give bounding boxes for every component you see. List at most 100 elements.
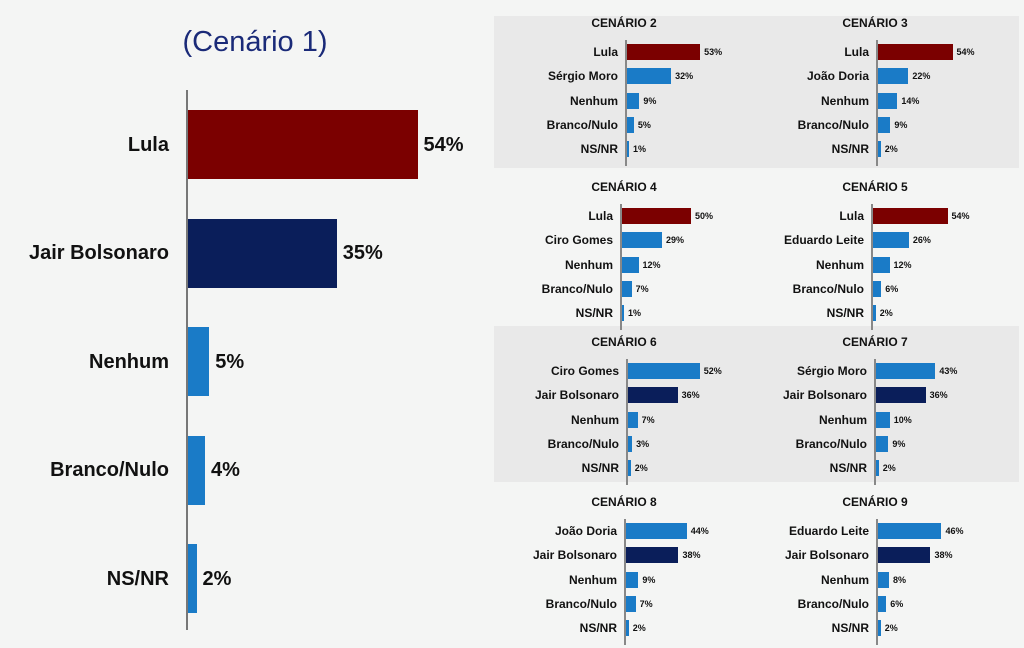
main-bar: [188, 110, 418, 179]
scenario-bar: [878, 44, 953, 60]
scenario-value-label: 38%: [934, 550, 953, 561]
scenario-value-label: 6%: [885, 283, 899, 294]
scenario-value-label: 6%: [890, 598, 904, 609]
scenario-value-label: 1%: [628, 308, 642, 319]
scenario-title: CENÁRIO 8: [591, 495, 657, 509]
scenario-category-label: Nenhum: [570, 93, 618, 108]
scenario-bar: [873, 256, 890, 273]
scenario-category-label: NS/NR: [579, 621, 617, 636]
scenario-value-label: 1%: [633, 144, 647, 155]
scenario-panel: CENÁRIO 7 Sérgio Moro 43% Jair Bolsonaro 36%…: [745, 335, 1005, 485]
scenario-value-label: 9%: [643, 95, 657, 106]
scenario-axis-line: [626, 359, 628, 485]
scenario-bar: [876, 387, 926, 404]
scenario-category-label: Branco/Nulo: [541, 281, 613, 296]
scenario-value-label: 2%: [634, 463, 648, 474]
scenario-bar: [878, 141, 881, 158]
scenario-bar: [622, 256, 639, 273]
scenario-category-label: Nenhum: [821, 572, 869, 587]
scenario-bar: [622, 232, 663, 249]
scenario-value-label: 46%: [945, 526, 964, 536]
scenario-bar: [622, 305, 624, 322]
scenario-category-label: Nenhum: [565, 257, 613, 272]
scenario-axis-line: [625, 40, 627, 166]
scenario-category-label: Branco/Nulo: [797, 596, 869, 611]
scenario-category-label: Lula: [844, 45, 869, 59]
scenario-category-label: Sérgio Moro: [547, 69, 618, 84]
scenario-value-label: 52%: [703, 366, 722, 376]
main-value-label: 2%: [202, 567, 232, 590]
scenario-category-label: Branco/Nulo: [545, 596, 617, 611]
scenario-category-label: NS/NR: [826, 306, 864, 321]
scenario-value-label: 50%: [695, 211, 714, 221]
scenario-value-label: 8%: [893, 574, 907, 585]
scenario-value-label: 7%: [641, 414, 655, 425]
scenario-value-label: 3%: [636, 438, 650, 449]
main-value-label: 4%: [211, 459, 240, 481]
scenario-value-label: 7%: [639, 598, 653, 609]
scenario-category-label: Lula: [593, 45, 618, 59]
scenario-value-label: 53%: [704, 47, 723, 57]
scenario-bar: [628, 411, 638, 428]
scenario-value-label: 29%: [666, 235, 685, 246]
scenario-value-label: 43%: [939, 366, 958, 376]
main-category-label: Jair Bolsonaro: [28, 242, 169, 264]
scenario-title: CENÁRIO 6: [591, 335, 657, 349]
scenario-bar: [876, 460, 879, 477]
scenario-bar: [873, 305, 876, 322]
main-bar: [188, 327, 210, 396]
scenario-value-label: 2%: [884, 623, 898, 634]
scenario-panel: CENÁRIO 8 João Doria 44% Jair Bolsonaro 38% N…: [494, 495, 754, 645]
scenario-title: CENÁRIO 4: [591, 180, 657, 194]
scenario-bar: [622, 208, 691, 224]
scenario-value-label: 26%: [912, 235, 931, 246]
scenario-value-label: 54%: [951, 211, 970, 221]
scenario-category-label: Nenhum: [816, 257, 864, 272]
scenario-value-label: 2%: [882, 463, 896, 474]
scenario-bar: [628, 435, 633, 452]
scenario-value-label: 38%: [682, 550, 701, 561]
scenario-bar: [626, 571, 639, 588]
scenario-value-label: 32%: [675, 71, 694, 82]
scenario-bar: [876, 435, 889, 452]
scenario-panel: CENÁRIO 6 Ciro Gomes 52% Jair Bolsonaro 36% N…: [494, 335, 754, 485]
scenario-bar: [878, 68, 909, 85]
scenario-bar: [626, 620, 629, 637]
scenario-value-label: 2%: [879, 308, 893, 319]
scenario-bar: [626, 523, 687, 539]
scenario-category-label: Branco/Nulo: [795, 436, 867, 451]
scenario-title: CENÁRIO 3: [842, 16, 908, 30]
scenario-category-label: Ciro Gomes: [550, 364, 619, 378]
scenario-value-label: 10%: [893, 414, 912, 425]
scenario-value-label: 9%: [642, 574, 656, 585]
scenario-axis-line: [871, 204, 873, 330]
scenario-value-label: 12%: [893, 259, 912, 270]
scenario-bar: [873, 232, 909, 249]
scenario-bar: [878, 571, 890, 588]
main-chart-title: (Cenário 1): [182, 26, 328, 58]
scenario-title: CENÁRIO 7: [842, 335, 908, 349]
scenario-value-label: 36%: [929, 390, 948, 401]
scenario-bar: [622, 280, 632, 297]
scenario-bar: [627, 92, 640, 109]
main-value-label: 54%: [423, 133, 464, 156]
scenario-category-label: Branco/Nulo: [547, 436, 619, 451]
scenario-value-label: 44%: [690, 526, 709, 536]
scenario-category-label: Nenhum: [821, 93, 869, 108]
scenario-title: CENÁRIO 2: [591, 16, 657, 30]
scenario-category-label: Nenhum: [571, 412, 619, 427]
scenario-value-label: 54%: [956, 47, 975, 57]
scenario-panel: CENÁRIO 2 Lula 53% Sérgio Moro 32% Nenhum 9% Br…: [494, 16, 754, 166]
scenario-bar: [627, 116, 634, 133]
scenario-category-label: Ciro Gomes: [544, 233, 613, 248]
scenario-category-label: NS/NR: [581, 461, 619, 476]
scenario-category-label: Sérgio Moro: [796, 364, 867, 378]
scenario-title: CENÁRIO 5: [842, 180, 908, 194]
scenario-title: CENÁRIO 9: [842, 495, 908, 509]
panel-band-middle: [494, 326, 1019, 482]
scenario-category-label: Branco/Nulo: [792, 281, 864, 296]
scenario-category-label: Branco/Nulo: [797, 117, 869, 132]
scenario-value-label: 9%: [892, 438, 906, 449]
scenario-bar: [627, 141, 629, 158]
scenario-category-label: Nenhum: [819, 412, 867, 427]
